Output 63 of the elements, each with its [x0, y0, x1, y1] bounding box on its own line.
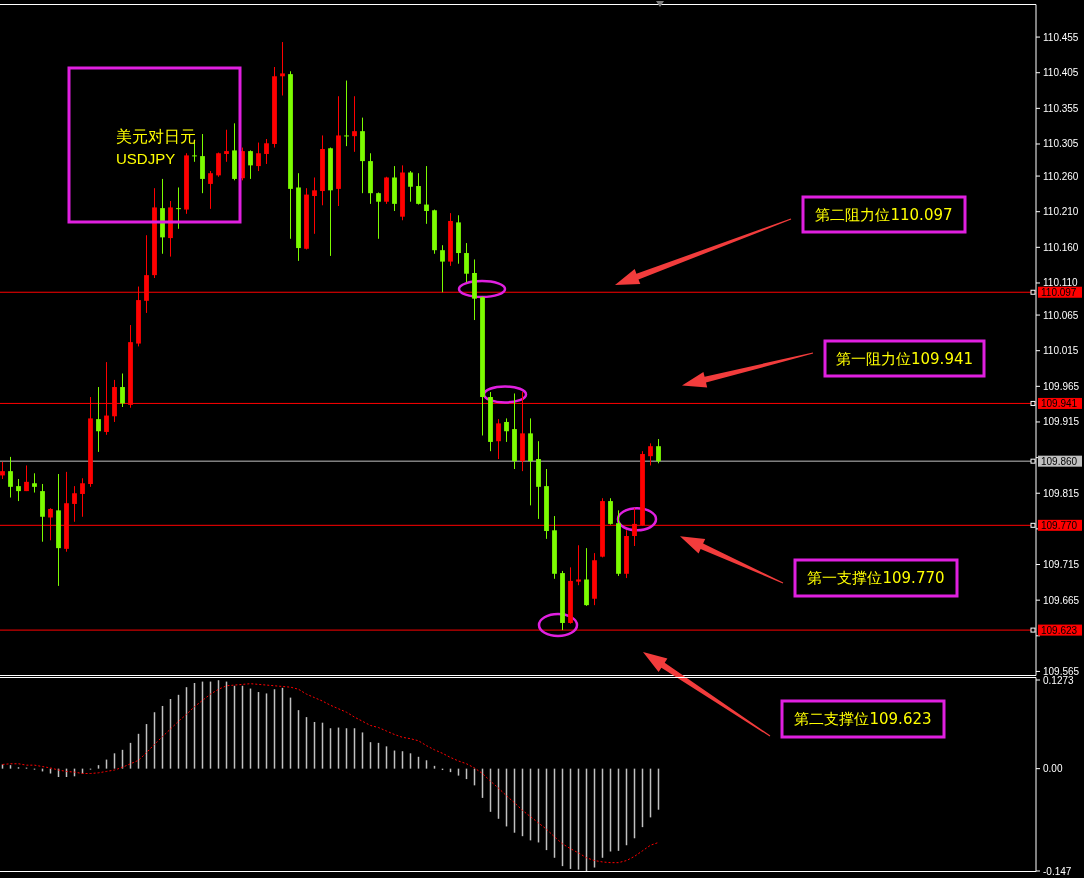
ref-line-label: 109.770	[1041, 519, 1078, 531]
y-tick-label: 110.455	[1043, 31, 1079, 43]
candlestick	[496, 418, 501, 460]
y-tick-label: 110.405	[1043, 67, 1079, 79]
candlestick	[200, 133, 205, 194]
line-series	[2, 683, 659, 864]
candlestick	[608, 497, 613, 526]
candlestick	[376, 191, 381, 240]
y-tick-label: 110.160	[1043, 241, 1079, 253]
annotation: 第二阻力位110.097	[815, 205, 953, 224]
candlestick	[16, 478, 21, 502]
y-tick-label: 109.965	[1043, 380, 1080, 392]
annotation: 第一阻力位109.941	[835, 349, 974, 368]
candlestick	[576, 544, 581, 586]
annotation: 第一支撑位109.770	[807, 569, 945, 587]
y-tick-label: 0.1273	[1043, 674, 1075, 686]
candlestick	[416, 172, 421, 206]
y-tick-label: 110.015	[1043, 345, 1079, 357]
ref-line-label: 109.941	[1041, 397, 1078, 409]
candlestick	[208, 170, 213, 210]
y-tick-label: -0.147	[1043, 865, 1072, 877]
y-tick-label: 110.305	[1043, 138, 1079, 150]
candlestick	[256, 142, 261, 172]
ref-line-label: 109.860	[1041, 455, 1078, 467]
candlestick	[32, 472, 37, 494]
y-tick-label: 109.915	[1043, 416, 1080, 428]
candlestick	[408, 170, 413, 203]
ref-line-label: 109.623	[1041, 624, 1078, 636]
y-tick-label: 109.665	[1043, 594, 1080, 606]
annotation: 第二支撑位109.623	[794, 710, 932, 728]
candlestick	[648, 442, 653, 466]
candlestick	[280, 41, 285, 97]
candlestick	[264, 138, 269, 165]
candlestick	[464, 242, 469, 283]
candlestick	[80, 477, 85, 518]
y-tick-label: 109.715	[1043, 559, 1080, 571]
candlestick	[8, 456, 13, 499]
y-tick-label: 109.815	[1043, 487, 1080, 499]
candlestick	[312, 176, 317, 235]
candlestick	[96, 386, 101, 453]
y-tick-label: 110.110	[1043, 277, 1079, 289]
candlestick	[72, 485, 77, 523]
candlestick	[440, 244, 445, 293]
ref-line-label: 110.097	[1041, 286, 1077, 298]
text: USDJPY	[116, 150, 176, 167]
text: 美元对日元	[116, 127, 196, 146]
candlestick	[352, 95, 357, 153]
candlestick	[224, 129, 229, 163]
candlestick	[424, 165, 429, 225]
candlestick	[120, 373, 125, 408]
y-tick-label: 110.260	[1043, 170, 1079, 182]
candlestick	[216, 152, 221, 178]
candlestick	[344, 80, 349, 147]
y-tick-label: 110.065	[1043, 309, 1079, 321]
y-tick-label: 109.565	[1043, 665, 1080, 677]
candlestick	[24, 464, 29, 492]
candlestick	[504, 417, 509, 443]
y-tick-label: 0.00	[1043, 763, 1063, 775]
y-tick-label: 110.355	[1043, 102, 1079, 114]
candlestick	[176, 186, 181, 230]
candlestick	[248, 149, 253, 180]
y-tick-label: 110.210	[1043, 206, 1079, 218]
candlestick	[656, 438, 661, 464]
